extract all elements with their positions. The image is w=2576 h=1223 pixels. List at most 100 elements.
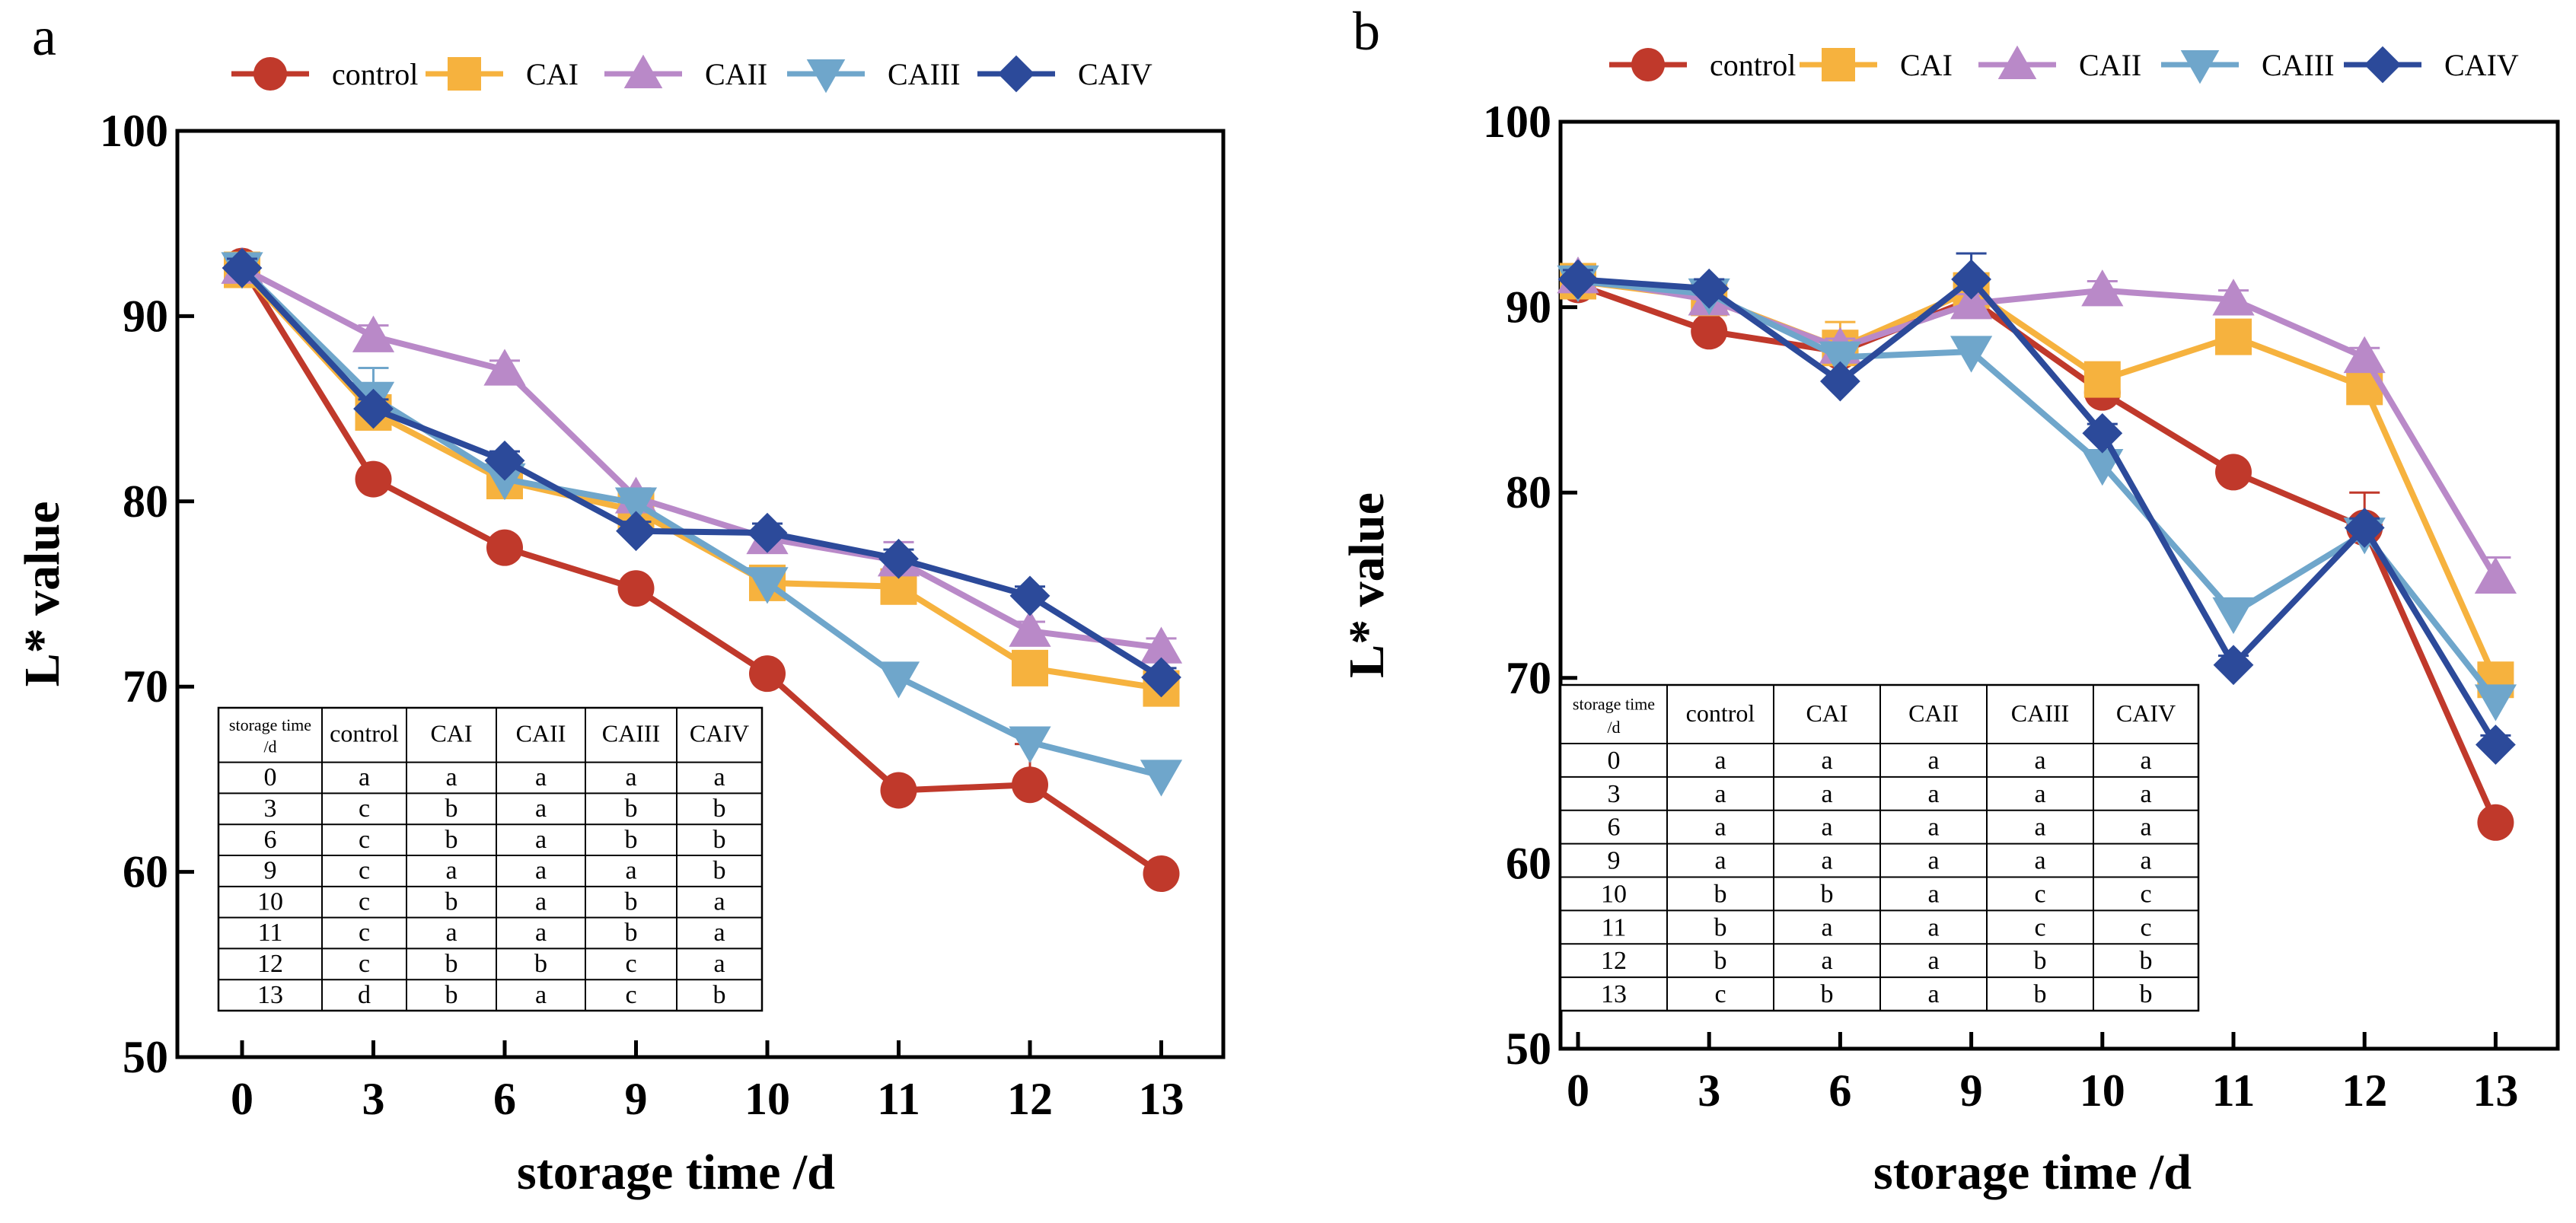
- panel-a-legend-entry: CAI: [426, 57, 579, 91]
- panel-b-data-point: [2343, 336, 2386, 374]
- panel-a-legend-label: CAIV: [1078, 57, 1153, 91]
- panel-a-data-point: [880, 772, 917, 809]
- panel-b-data-point: [2215, 318, 2252, 355]
- panel-b-data-point: [1950, 336, 1993, 373]
- panel-b-data-point: [2213, 645, 2254, 686]
- panel-a-series-line: [240, 266, 1162, 779]
- panel-b-legend-entry: CAII: [1978, 45, 2141, 82]
- panel-b-table-cell: a: [1821, 947, 1832, 975]
- panel-b-table-cell: 11: [1602, 913, 1627, 941]
- panel-a-table-cell: b: [625, 826, 638, 854]
- panel-a-label: a: [32, 6, 56, 67]
- panel-b-legend-label: CAIII: [2262, 48, 2335, 82]
- panel-a-data-point: [877, 661, 920, 699]
- panel-a-y-tick-label: 60: [123, 847, 168, 897]
- panel-a-y-axis-label: L* value: [14, 502, 70, 687]
- panel-b-table-cell: a: [1821, 847, 1832, 875]
- panel-b-table-cell: a: [1927, 947, 1939, 975]
- panel-b-table-cell: a: [2140, 780, 2151, 808]
- panel-b-table-cell: b: [1714, 913, 1727, 941]
- panel-b-table-cell: a: [1821, 780, 1832, 808]
- panel-b-table-cell: a: [2034, 847, 2045, 875]
- panel-a-x-axis-label: storage time /d: [517, 1145, 835, 1200]
- panel-a-data-point: [614, 487, 658, 524]
- panel-a-table-cell: a: [713, 950, 725, 978]
- panel-b-data-point: [2215, 454, 2252, 491]
- panel-b-table-cell: a: [1714, 814, 1726, 842]
- panel-a-table-cell: a: [445, 857, 457, 885]
- panel-a-data-point: [746, 567, 789, 604]
- panel-b-y-tick-label: 100: [1483, 97, 1551, 147]
- panel-a-table-cell: c: [359, 950, 370, 978]
- panel-b-data-point: [1688, 268, 1730, 309]
- panel-b-y-axis-label: L* value: [1339, 492, 1395, 678]
- panel-b-table-cell: b: [2034, 980, 2047, 1008]
- panel-a-table-cell: a: [535, 857, 547, 885]
- panel-a-table-cell: c: [359, 857, 370, 885]
- panel-a-table-cell: c: [359, 887, 370, 916]
- panel-a-table-cell: c: [359, 795, 370, 823]
- panel-a-table-cell: a: [625, 763, 636, 791]
- panel-a-table-cell: b: [445, 795, 458, 823]
- panel-b-legend-label: control: [1710, 48, 1796, 82]
- panel-b-x-tick-label: 9: [1960, 1065, 1983, 1116]
- panel-a-data-point: [878, 538, 919, 579]
- panel-a-table-cell: a: [625, 857, 636, 885]
- panel-a-y-tick-label: 70: [123, 661, 168, 712]
- panel-b-table-cell: b: [2140, 980, 2153, 1008]
- panel-a-legend-entry: CAII: [604, 54, 767, 91]
- panel-a-legend-label: CAIII: [888, 57, 961, 91]
- panel-b-legend-marker: [1822, 48, 1855, 81]
- panel-b-x-tick-label: 0: [1567, 1065, 1589, 1116]
- panel-a-table-cell: 3: [264, 795, 277, 823]
- panel-b-table-cell: c: [2034, 880, 2045, 908]
- panel-b-table-cell: a: [1927, 847, 1939, 875]
- panel-b-y-tick-label: 60: [1506, 838, 1551, 888]
- panel-b-legend-label: CAIV: [2444, 48, 2519, 82]
- panel-a-table-cell: a: [535, 795, 547, 823]
- panel-a-table-header-cell: CAIV: [690, 719, 749, 747]
- panel-b-y-tick-label: 80: [1506, 467, 1551, 518]
- panel-a-table-header-cell: CAI: [430, 719, 472, 747]
- panel-a-table-cell: 12: [257, 950, 283, 978]
- panel-b-label: b: [1353, 1, 1380, 62]
- panel-a-table-cell: b: [445, 950, 458, 978]
- panel-a-series-line: [239, 264, 1163, 877]
- panel-b-legend-label: CAI: [1900, 48, 1953, 82]
- panel-a-y-tick-label: 100: [100, 106, 168, 156]
- panel-a-legend-label: CAI: [526, 57, 579, 91]
- panel-b-table-cell: a: [1714, 847, 1726, 875]
- panel-a-x-tick-label: 13: [1139, 1074, 1184, 1124]
- panel-a-data-point: [617, 570, 655, 607]
- panel-a-table-cell: a: [445, 763, 457, 791]
- panel-a-plot-frame: [175, 129, 1226, 1059]
- panel-a-y-tick-label: 80: [123, 476, 168, 527]
- panel-b-data-point: [2344, 508, 2385, 548]
- panel-b-table-header-cell: control: [1686, 699, 1755, 727]
- panel-b-table-cell: 9: [1608, 847, 1621, 875]
- panel-a-table-cell: a: [713, 887, 725, 916]
- panel-a-legend-entry: CAIII: [787, 57, 961, 94]
- panel-b-table-header-time: storage time: [1573, 694, 1655, 713]
- panel-a-table-cell: c: [625, 950, 636, 978]
- panel-b-data-point: [2212, 279, 2255, 316]
- panel-b-x-tick-label: 3: [1698, 1065, 1720, 1116]
- panel-a-table-cell: a: [713, 763, 725, 791]
- panel-b-table-cell: a: [1821, 913, 1832, 941]
- panel-b-table-cell: a: [1821, 814, 1832, 842]
- panel-a-table-cell: 13: [257, 981, 283, 1009]
- panel-a-legend-marker: [448, 57, 481, 91]
- panel-a-data-point: [483, 349, 526, 386]
- panel-b-data-point: [2477, 804, 2514, 841]
- panel-b-data-point: [1557, 259, 1599, 300]
- panel-b-data-point: [1951, 259, 1991, 300]
- panel-a-x-tick-label: 11: [877, 1074, 920, 1124]
- panel-a-data-point: [747, 512, 788, 553]
- panel-b-table-cell: 3: [1608, 780, 1621, 808]
- panel-a-data-point: [616, 511, 656, 552]
- panel-a-table-cell: b: [445, 981, 458, 1009]
- panel-b-data-point: [1820, 361, 1860, 402]
- panel-a-table-cell: c: [359, 826, 370, 854]
